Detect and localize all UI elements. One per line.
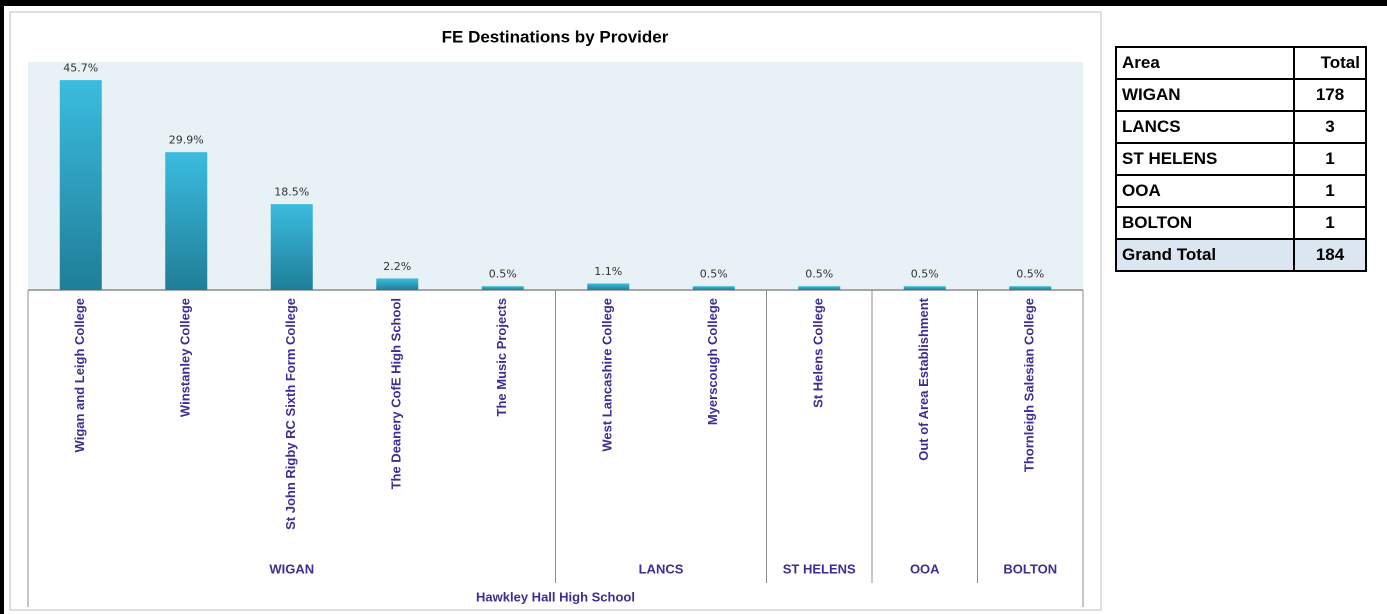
table-cell: 1 [1293, 174, 1367, 208]
x-tick-label: St Helens College [811, 298, 826, 408]
table-row: OOA 1 [1115, 174, 1367, 208]
group-label: WIGAN [269, 561, 314, 576]
table-row: LANCS 3 [1115, 110, 1367, 144]
value-label: 1.1% [594, 265, 622, 278]
value-label: 45.7% [63, 62, 98, 75]
group-label: BOLTON [1003, 561, 1057, 576]
value-label: 0.5% [700, 268, 728, 281]
x-tick-label: Out of Area Establishment [916, 297, 931, 460]
x-tick-label: Wigan and Leigh College [72, 298, 87, 452]
table-cell: OOA [1115, 174, 1295, 208]
table-header: Area Total [1115, 46, 1367, 80]
table-row: ST HELENS 1 [1115, 142, 1367, 176]
table-cell: BOLTON [1115, 206, 1295, 240]
x-tick-label: The Deanery CofE High School [389, 298, 404, 489]
bar [481, 286, 524, 290]
table-footer: Grand Total 184 [1115, 238, 1367, 272]
group-label: OOA [910, 561, 940, 576]
x-tick-label: Winstanley College [178, 298, 193, 417]
chart-title: FE Destinations by Provider [442, 27, 669, 46]
bar [59, 80, 102, 290]
bar [692, 286, 735, 290]
value-label: 0.5% [1016, 268, 1044, 281]
left-border [0, 0, 4, 614]
bar [165, 152, 208, 290]
table-cell: 184 [1293, 238, 1367, 272]
x-tick-label: Thornleigh Salesian College [1022, 298, 1037, 472]
area-table: Area Total WIGAN 178 LANCS 3 ST HELENS 1 OOA 1 BOL… [1115, 46, 1367, 272]
table-row: WIGAN 178 [1115, 78, 1367, 112]
table-cell: ST HELENS [1115, 142, 1295, 176]
bar [270, 204, 313, 290]
x-tick-label: The Music Projects [494, 298, 509, 416]
value-label: 29.9% [169, 134, 204, 147]
bar [903, 286, 946, 290]
bar [376, 278, 419, 290]
bar [1009, 286, 1052, 290]
group-label: ST HELENS [783, 561, 856, 576]
table-row: BOLTON 1 [1115, 206, 1367, 240]
table-cell: Area [1115, 46, 1295, 80]
table-cell: 1 [1293, 142, 1367, 176]
table-cell: Grand Total [1115, 238, 1295, 272]
outer-group-label: Hawkley Hall High School [476, 589, 635, 604]
table-cell: LANCS [1115, 110, 1295, 144]
value-label: 2.2% [383, 260, 411, 273]
table-cell: 3 [1293, 110, 1367, 144]
bar [587, 283, 630, 290]
x-tick-label: West Lancashire College [600, 298, 615, 452]
group-label: LANCS [639, 561, 684, 576]
value-label: 18.5% [274, 186, 309, 199]
x-tick-label: Myerscough College [705, 298, 720, 425]
value-label: 0.5% [911, 268, 939, 281]
table-cell: 1 [1293, 206, 1367, 240]
top-border [0, 0, 1387, 6]
value-label: 0.5% [489, 268, 517, 281]
x-tick-label: St John Rigby RC Sixth Form College [283, 298, 298, 530]
bar [798, 286, 841, 290]
value-label: 0.5% [805, 268, 833, 281]
table-cell: 178 [1293, 78, 1367, 112]
table-cell: Total [1293, 46, 1367, 80]
table-cell: WIGAN [1115, 78, 1295, 112]
